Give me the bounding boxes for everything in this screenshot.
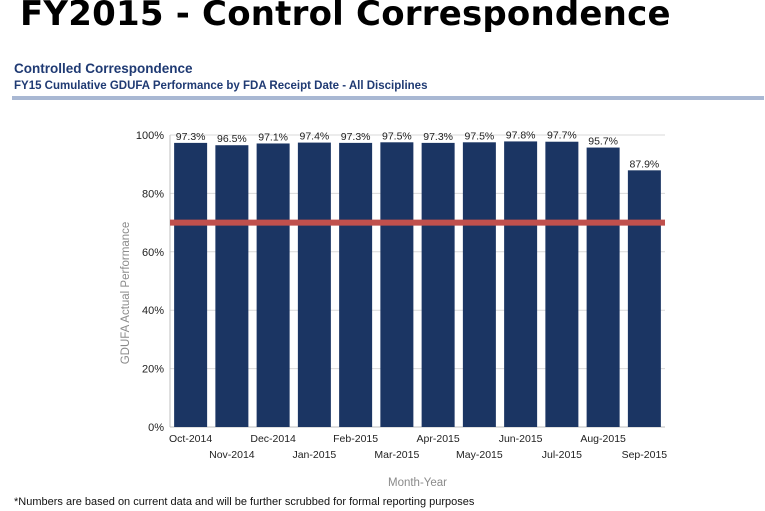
x-tick-label: Feb-2015 [333, 433, 378, 445]
y-axis-title: GDUFA Actual Performance [120, 222, 132, 365]
data-label: 96.5% [217, 133, 247, 145]
x-tick-label: Jun-2015 [499, 433, 543, 445]
x-tick-label: Sep-2015 [622, 449, 668, 461]
bar [380, 142, 414, 428]
x-tick-label: May-2015 [456, 449, 503, 461]
data-label: 97.3% [176, 131, 206, 143]
x-axis-title: Month-Year [388, 477, 447, 489]
y-tick-label: 0% [148, 422, 164, 434]
slide-title: FY2015 - Control Correspondence [20, 0, 671, 34]
x-tick-label: Apr-2015 [417, 433, 460, 445]
x-tick-label: Dec-2014 [250, 433, 296, 445]
data-label: 97.1% [258, 131, 288, 143]
bar [174, 142, 208, 427]
bar [462, 142, 496, 428]
data-label: 97.8% [506, 129, 536, 141]
bar [297, 142, 331, 428]
data-label: 97.7% [547, 130, 577, 142]
bar [256, 143, 290, 427]
footnote: *Numbers are based on current data and w… [14, 496, 475, 508]
chart-subtitle: FY15 Cumulative GDUFA Performance by FDA… [14, 80, 428, 92]
y-tick-label: 20% [142, 364, 164, 376]
data-label: 97.3% [423, 131, 453, 143]
bar [339, 142, 373, 427]
y-tick-label: 80% [142, 188, 164, 200]
data-label: 97.5% [382, 130, 412, 142]
bar [504, 141, 538, 427]
x-tick-label: Aug-2015 [580, 433, 626, 445]
bar [215, 145, 249, 427]
chart-title: Controlled Correspondence [14, 61, 193, 76]
y-tick-label: 100% [136, 130, 164, 142]
data-label: 97.4% [299, 131, 329, 143]
y-tick-label: 60% [142, 247, 164, 259]
x-tick-label: Jul-2015 [542, 449, 582, 461]
y-tick-label: 40% [142, 305, 164, 317]
x-tick-label: Oct-2014 [169, 433, 212, 445]
bar [421, 142, 455, 427]
header-divider [12, 96, 764, 100]
data-label: 97.3% [341, 131, 371, 143]
x-tick-label: Jan-2015 [292, 449, 336, 461]
x-tick-label: Nov-2014 [209, 449, 255, 461]
data-label: 87.9% [629, 158, 659, 170]
x-tick-label: Mar-2015 [374, 449, 419, 461]
bar [586, 147, 620, 427]
bar [545, 141, 579, 427]
data-label: 95.7% [588, 136, 618, 148]
bar [627, 170, 661, 427]
data-label: 97.5% [464, 130, 494, 142]
